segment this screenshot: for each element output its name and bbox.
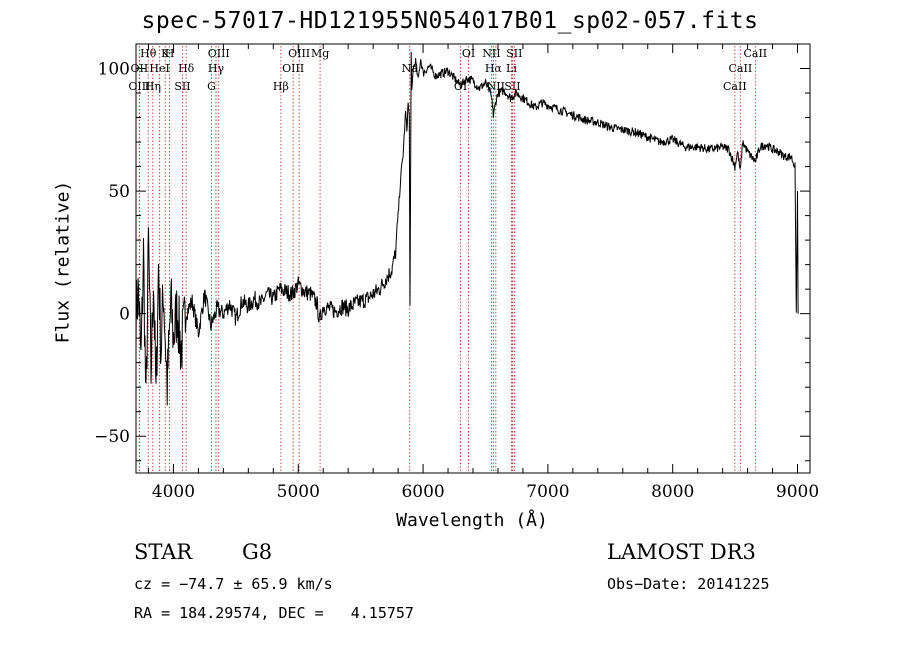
x-tick-label: 4000 xyxy=(152,482,195,502)
line-marker-label: SII xyxy=(174,80,190,93)
spectrum-figure: spec-57017-HD121955N054017B01_sp02-057.f… xyxy=(0,0,900,649)
line-marker-label: Li xyxy=(506,62,517,75)
y-tick-label: −50 xyxy=(94,427,130,447)
y-tick-label: 50 xyxy=(108,182,130,202)
series-layer xyxy=(136,52,798,406)
plot-frame xyxy=(136,44,810,473)
line-marker-label: Hγ xyxy=(208,62,225,75)
emission-line-markers: HθOIIOIIIKHeIHηHHδSIIOIIIHγGOIIIOIIIHβMg… xyxy=(128,46,767,473)
line-marker-label: CaII xyxy=(729,62,753,75)
x-tick-label: 8000 xyxy=(651,482,694,502)
obs-date: Obs−Date: 20141225 xyxy=(607,575,770,593)
x-axis-label: Wavelength (Å) xyxy=(136,510,808,531)
coordinates: RA = 184.29574, DEC = 4.15757 xyxy=(134,604,414,622)
y-tick-label: 100 xyxy=(98,60,130,80)
line-marker-label: OIII xyxy=(282,62,304,75)
x-tick-label: 6000 xyxy=(401,482,444,502)
line-marker-label: SII xyxy=(504,80,520,93)
line-marker-label: SII xyxy=(506,47,522,60)
line-marker-label: Mg xyxy=(311,47,329,60)
line-marker-label: H xyxy=(165,47,175,60)
axes-layer: 4000 5000 6000 7000 8000 9000 −50 0 50 100 xyxy=(94,44,819,502)
x-tick-label: 5000 xyxy=(277,482,320,502)
line-marker-label: Hβ xyxy=(273,80,289,93)
line-marker-label: Hα xyxy=(485,62,503,75)
line-marker-label: OIII xyxy=(288,47,310,60)
line-marker-label: Hδ xyxy=(178,62,195,75)
x-tick-label: 7000 xyxy=(526,482,569,502)
line-marker-label: Hη xyxy=(145,80,161,93)
line-marker-label: CaII xyxy=(723,80,747,93)
x-tick-label: 9000 xyxy=(776,482,819,502)
series-line-spectrum xyxy=(136,52,798,406)
y-tick-label: 0 xyxy=(119,305,130,325)
redshift-cz: cz = −74.7 ± 65.9 km/s xyxy=(134,575,333,593)
survey-name: LAMOST DR3 xyxy=(607,540,756,564)
line-marker-label: G xyxy=(207,80,216,93)
object-subclass: G8 xyxy=(242,540,272,564)
y-axis-label: Flux (relative) xyxy=(53,181,74,344)
line-marker-label: CaII xyxy=(743,47,767,60)
object-class: STAR xyxy=(134,540,192,564)
line-marker-label: OIII xyxy=(208,47,230,60)
